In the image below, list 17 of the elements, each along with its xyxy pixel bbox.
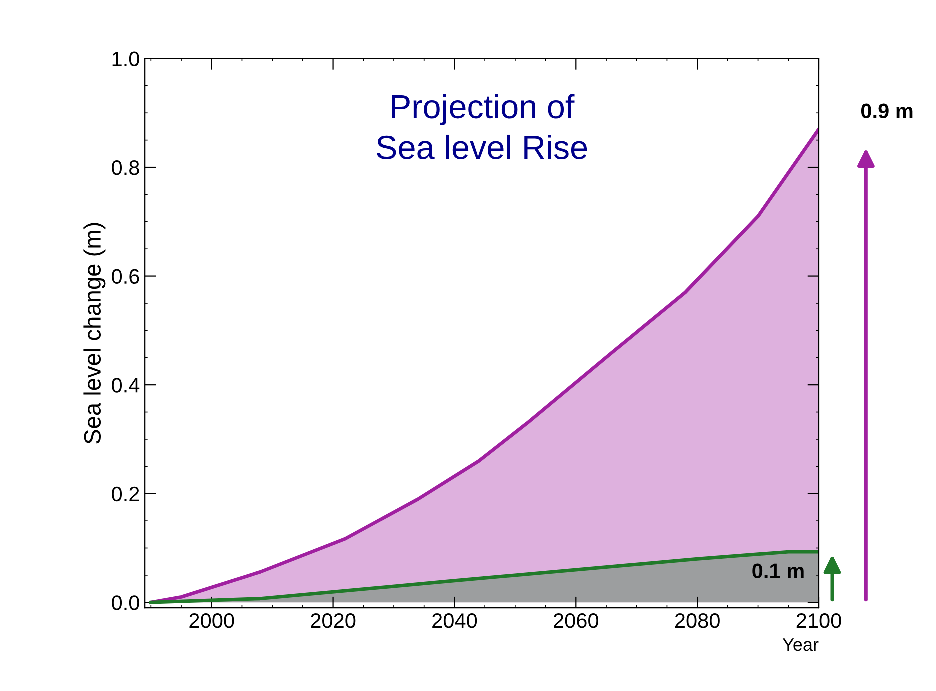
y-tick-label: 1.0 bbox=[112, 52, 140, 66]
y-tick-label: 0.6 bbox=[112, 269, 140, 284]
x-axis-title: Year bbox=[782, 638, 819, 652]
y-tick-label: 0.2 bbox=[112, 486, 140, 502]
text: Projection of Sea level Rise bbox=[377, 94, 588, 160]
x-tick-label: 2000 bbox=[190, 613, 234, 628]
x-tick-label: 2100 bbox=[796, 613, 842, 628]
x-tick-label: 2080 bbox=[675, 613, 720, 628]
x-tick-label: 2060 bbox=[554, 613, 599, 628]
y-tick-label: 0.8 bbox=[112, 160, 140, 176]
x-tick-label: 2020 bbox=[311, 613, 356, 628]
annotation: 0.9 m bbox=[861, 104, 913, 119]
x-tick-label: 2040 bbox=[432, 613, 478, 628]
y-tick-label: 0.0 bbox=[112, 596, 140, 610]
y-axis-title: Sea level change (m) bbox=[84, 223, 106, 444]
annotation: 0.1 m bbox=[752, 564, 804, 578]
y-tick-label: 0.4 bbox=[112, 378, 140, 393]
